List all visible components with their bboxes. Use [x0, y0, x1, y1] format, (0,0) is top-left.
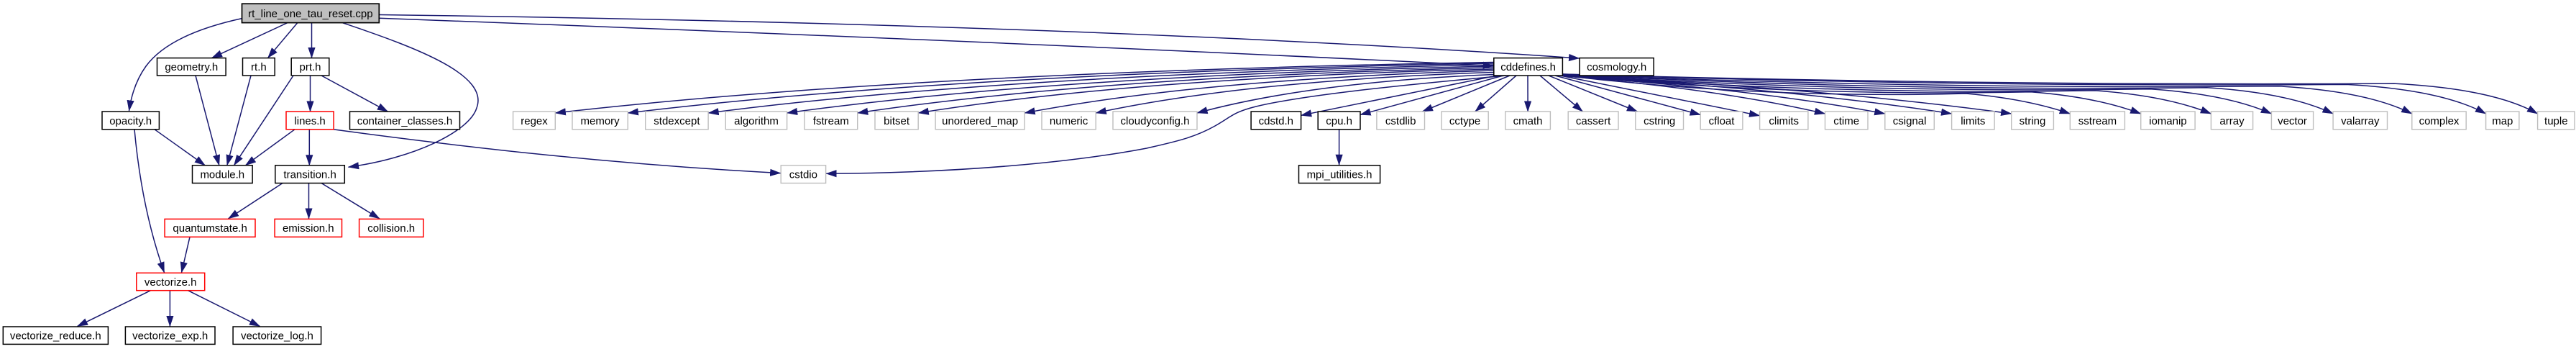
svg-text:quantumstate.h: quantumstate.h: [173, 222, 247, 235]
svg-text:vector: vector: [2278, 115, 2307, 127]
svg-text:cloudyconfig.h: cloudyconfig.h: [1121, 115, 1190, 127]
svg-text:vectorize.h: vectorize.h: [145, 276, 197, 289]
svg-text:csignal: csignal: [1893, 115, 1927, 127]
svg-text:cmath: cmath: [1513, 115, 1543, 127]
svg-text:numeric: numeric: [1050, 115, 1088, 127]
svg-text:cassert: cassert: [1576, 115, 1611, 127]
svg-text:array: array: [2219, 115, 2245, 127]
svg-text:cstdlib: cstdlib: [1385, 115, 1416, 127]
svg-text:string: string: [2020, 115, 2046, 127]
svg-text:container_classes.h: container_classes.h: [357, 115, 453, 127]
svg-text:cddefines.h: cddefines.h: [1500, 61, 1556, 73]
svg-text:memory: memory: [581, 115, 620, 127]
svg-text:cstring: cstring: [1644, 115, 1675, 127]
svg-text:prt.h: prt.h: [299, 61, 321, 73]
svg-text:lines.h: lines.h: [294, 115, 325, 127]
svg-text:valarray: valarray: [2341, 115, 2380, 127]
svg-text:vectorize_exp.h: vectorize_exp.h: [132, 330, 208, 343]
svg-text:rt_line_one_tau_reset.cpp: rt_line_one_tau_reset.cpp: [248, 8, 372, 20]
svg-text:complex: complex: [2419, 115, 2460, 127]
svg-text:geometry.h: geometry.h: [165, 61, 218, 73]
svg-text:cdstd.h: cdstd.h: [1259, 115, 1293, 127]
svg-text:bitset: bitset: [884, 115, 910, 127]
svg-text:fstream: fstream: [813, 115, 849, 127]
svg-text:cpu.h: cpu.h: [1326, 115, 1352, 127]
svg-text:iomanip: iomanip: [2149, 115, 2187, 127]
svg-text:transition.h: transition.h: [283, 169, 336, 181]
svg-text:regex: regex: [521, 115, 548, 127]
svg-text:collision.h: collision.h: [367, 222, 415, 235]
svg-text:vectorize_log.h: vectorize_log.h: [241, 330, 313, 343]
svg-text:module.h: module.h: [200, 169, 244, 181]
svg-text:mpi_utilities.h: mpi_utilities.h: [1307, 169, 1372, 181]
svg-text:cctype: cctype: [1449, 115, 1480, 127]
svg-text:vectorize_reduce.h: vectorize_reduce.h: [10, 330, 101, 343]
svg-text:cstdio: cstdio: [789, 169, 817, 181]
svg-text:cosmology.h: cosmology.h: [1587, 61, 1646, 73]
svg-text:rt.h: rt.h: [251, 61, 267, 73]
svg-text:limits: limits: [1961, 115, 1985, 127]
svg-text:opacity.h: opacity.h: [109, 115, 152, 127]
svg-text:tuple: tuple: [2544, 115, 2568, 127]
svg-text:climits: climits: [1769, 115, 1799, 127]
svg-text:map: map: [2492, 115, 2513, 127]
svg-text:ctime: ctime: [1833, 115, 1859, 127]
svg-text:algorithm: algorithm: [734, 115, 779, 127]
svg-text:unordered_map: unordered_map: [942, 115, 1018, 127]
svg-text:cfloat: cfloat: [1709, 115, 1736, 127]
svg-text:stdexcept: stdexcept: [654, 115, 700, 127]
svg-text:emission.h: emission.h: [283, 222, 334, 235]
svg-text:sstream: sstream: [2078, 115, 2117, 127]
